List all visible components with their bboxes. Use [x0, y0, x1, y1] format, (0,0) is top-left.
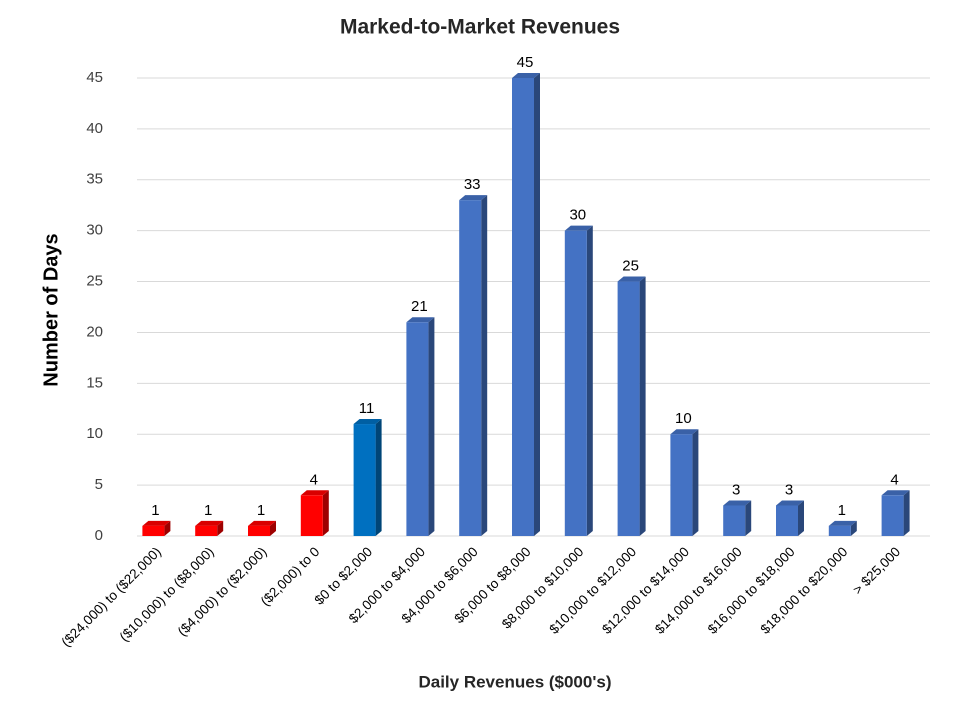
bar-top [142, 520, 171, 526]
bar [300, 495, 323, 536]
bar-side [217, 520, 224, 536]
bar-side [164, 520, 171, 536]
value-label: 4 [310, 471, 318, 488]
bar-top [195, 520, 224, 526]
chart-title: Marked-to-Market Revenues [340, 16, 620, 39]
y-tick-label: 15 [86, 374, 103, 391]
bar-top [617, 276, 646, 282]
x-tick-label: $10,000 to $12,000 [546, 544, 639, 637]
value-label: 30 [569, 207, 586, 224]
bar-top [776, 500, 804, 506]
x-tick-label: > $25,000 [850, 544, 903, 597]
bar-side [428, 317, 435, 536]
x-axis-title: Daily Revenues ($000's) [418, 672, 611, 691]
bar [406, 322, 429, 536]
bar [248, 525, 270, 536]
value-label: 1 [151, 502, 159, 519]
value-label: 1 [204, 502, 212, 519]
bar-top [723, 500, 752, 506]
y-axis-title: Number of Days [40, 233, 62, 386]
value-label: 3 [732, 481, 740, 498]
bar-side [850, 520, 857, 536]
y-tick-label: 20 [86, 323, 103, 340]
bar [142, 525, 165, 536]
value-label: 1 [257, 502, 265, 519]
bar-side [639, 276, 646, 536]
value-label: 25 [622, 258, 639, 275]
bar-top [459, 195, 488, 201]
bar-side [692, 429, 699, 536]
bar [564, 230, 587, 536]
bar [353, 424, 376, 536]
y-tick-label: 0 [95, 527, 103, 544]
bar-top [512, 73, 540, 78]
y-tick-label: 40 [86, 120, 103, 137]
x-tick-label: $14,000 to $16,000 [652, 544, 745, 637]
bar-top [300, 490, 329, 496]
x-tick-label: $16,000 to $18,000 [705, 544, 798, 637]
bar [617, 281, 640, 536]
bar-top [406, 317, 435, 323]
bar-side [375, 419, 382, 536]
x-tick-label: ($10,000) to ($8,000) [117, 544, 217, 644]
x-tick-label: $18,000 to $20,000 [758, 544, 851, 637]
y-tick-label: 25 [86, 273, 103, 290]
x-tick-label: ($24,000) to ($22,000) [58, 544, 164, 650]
bar-side [270, 520, 276, 536]
bar-side [798, 500, 804, 536]
bar-side [322, 490, 329, 536]
value-label: 4 [890, 471, 898, 488]
y-tick-label: 35 [86, 171, 103, 188]
bar-top [828, 520, 857, 526]
bar-top [248, 520, 276, 526]
y-tick-label: 30 [86, 222, 103, 239]
bar-side [903, 490, 910, 536]
x-tick-label: ($4,000) to ($2,000) [175, 544, 270, 639]
y-tick-label: 10 [86, 425, 103, 442]
bar [723, 505, 746, 536]
y-tick-label: 5 [95, 476, 103, 493]
bar [776, 505, 798, 536]
bar-top [353, 419, 382, 425]
bar [670, 434, 693, 536]
value-label: 3 [785, 481, 793, 498]
value-label: 11 [359, 400, 375, 417]
bar-top [564, 225, 593, 231]
bar [881, 495, 904, 536]
bar-top [881, 490, 910, 496]
bar-top [670, 429, 699, 435]
bar-side [481, 195, 488, 536]
value-label: 10 [675, 410, 692, 427]
bar-side [586, 225, 593, 536]
value-label: 45 [517, 54, 534, 71]
value-label: 21 [411, 298, 428, 315]
bar-side [534, 73, 540, 536]
bar [459, 200, 482, 536]
value-label: 1 [838, 502, 846, 519]
value-label: 33 [464, 176, 481, 193]
x-tick-label: $12,000 to $14,000 [599, 544, 692, 637]
bar-side [745, 500, 752, 536]
y-tick-label: 45 [86, 69, 103, 86]
bar [512, 78, 534, 536]
bar [828, 525, 851, 536]
bar [195, 525, 218, 536]
